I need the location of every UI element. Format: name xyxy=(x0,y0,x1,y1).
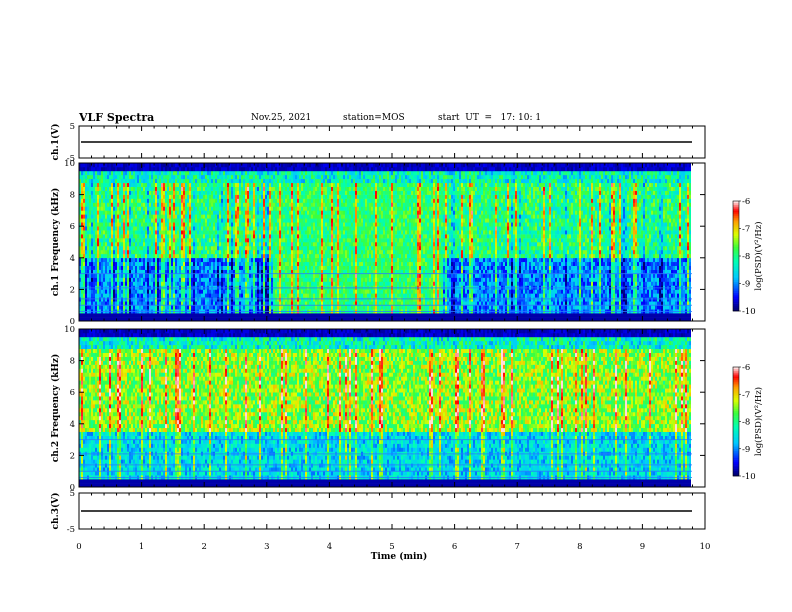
x-tick-label: 4 xyxy=(327,542,332,552)
colorbar-tick-label: -9 xyxy=(742,280,750,290)
y-tick-label: 6 xyxy=(70,388,75,398)
spectrogram-image xyxy=(79,329,691,487)
y-tick-label: 6 xyxy=(70,222,75,232)
y-tick-label: 8 xyxy=(70,191,75,201)
colorbar-label: log(PSD)(V²/Hz) xyxy=(753,387,764,456)
y-tick-label: 2 xyxy=(70,285,75,295)
x-tick-label: 9 xyxy=(640,542,645,552)
x-tick-label: 3 xyxy=(264,542,269,552)
x-tick-label: 7 xyxy=(514,542,519,552)
y-tick-label: 2 xyxy=(70,451,75,461)
x-tick-label: 0 xyxy=(76,542,81,552)
colorbar: -6 -7 -8 -9 -10 log(PSD)(V²/Hz) xyxy=(733,197,764,317)
y-axis-label: ch.1 Frequency (kHz) xyxy=(50,188,61,297)
y-tick-label: 4 xyxy=(70,254,75,264)
x-tick-label: 1 xyxy=(139,542,144,552)
colorbar-tick-label: -7 xyxy=(742,390,750,400)
spectrogram-image xyxy=(79,163,691,321)
y-tick-label: 5 xyxy=(70,489,75,499)
colorbar-tick-label: -10 xyxy=(742,307,756,317)
y-tick-label: -5 xyxy=(67,525,75,535)
x-tick-label: 10 xyxy=(700,542,711,552)
y-tick-label: 5 xyxy=(70,122,75,132)
y-tick-label: 4 xyxy=(70,420,75,430)
colorbar-tick-label: -6 xyxy=(742,363,750,373)
y-tick-label: 8 xyxy=(70,357,75,367)
y-axis-label: ch.3(V) xyxy=(50,493,61,530)
x-tick-label: 2 xyxy=(201,542,206,552)
y-axis-label: ch.2 Frequency (kHz) xyxy=(50,354,61,463)
y-axis-label: ch.1(V) xyxy=(50,124,61,161)
colorbar-tick-label: -10 xyxy=(742,472,756,482)
colorbar-tick-label: -7 xyxy=(742,225,750,235)
colorbar-label: log(PSD)(V²/Hz) xyxy=(753,221,764,290)
ch1-waveform-panel: 5-5ch.1(V) xyxy=(50,122,705,164)
colorbar-tick-label: -8 xyxy=(742,418,750,428)
colorbar-tick-label: -8 xyxy=(742,252,750,262)
colorbar-tick-label: -6 xyxy=(742,197,750,207)
x-tick-label: 5 xyxy=(389,542,394,552)
y-tick-label: 10 xyxy=(64,159,75,169)
y-tick-label: 10 xyxy=(64,325,75,335)
ch3-waveform-panel: 5 -5 ch.3(V) xyxy=(50,489,705,535)
x-tick-label: 8 xyxy=(577,542,582,552)
colorbar: -6 -7 -8 -9 -10 log(PSD)(V²/Hz) xyxy=(733,363,764,482)
x-axis-label: Time (min) xyxy=(371,551,428,562)
colorbar-tick-label: -9 xyxy=(742,445,750,455)
x-tick-label: 6 xyxy=(452,542,457,552)
